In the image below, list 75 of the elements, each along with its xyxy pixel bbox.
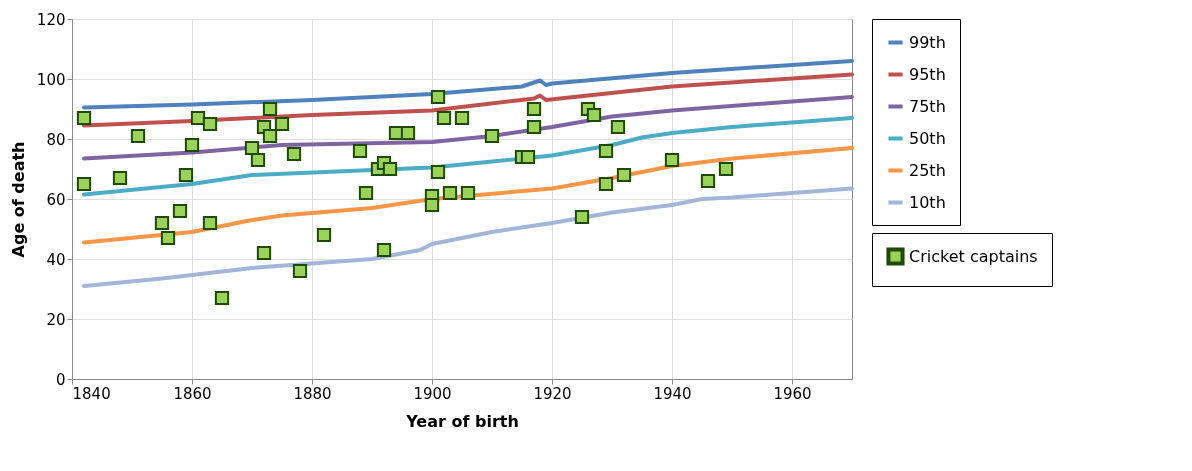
point (76, 176, 92, 192)
point (202, 116, 218, 132)
point (256, 245, 272, 261)
point (244, 140, 260, 156)
point (358, 185, 374, 201)
legend-label: 99th (909, 32, 946, 52)
point (598, 176, 614, 192)
point (184, 137, 200, 153)
legend-label: 75th (909, 96, 946, 116)
point (598, 143, 614, 159)
point (574, 209, 590, 225)
point (430, 89, 446, 105)
point (214, 290, 230, 306)
point (442, 185, 458, 201)
point (292, 263, 308, 279)
x-tick-label: 1900 (413, 384, 452, 403)
point (610, 119, 626, 135)
point (616, 167, 632, 183)
line-series (82, 186, 854, 288)
legend-label: 95th (909, 64, 946, 84)
y-tick-label: 100 (36, 70, 66, 89)
point (76, 110, 92, 126)
legend-label: 50th (909, 128, 946, 148)
point (424, 197, 440, 213)
point (112, 170, 128, 186)
point (160, 230, 176, 246)
legend-label: Cricket captains (909, 246, 1038, 266)
point (352, 143, 368, 159)
legend-label: 10th (909, 192, 946, 212)
point (154, 215, 170, 231)
line-series (82, 95, 854, 161)
y-tick-label: 40 (46, 250, 66, 269)
x-tick-label: 1840 (72, 384, 111, 403)
point (400, 125, 416, 141)
point (430, 164, 446, 180)
point (460, 185, 476, 201)
line-series (82, 59, 854, 110)
point (484, 128, 500, 144)
point (586, 107, 602, 123)
x-tick-label: 1860 (173, 384, 212, 403)
x-axis-title: Year of birth (405, 411, 519, 431)
y-tick-label: 80 (46, 130, 66, 149)
x-tick-label: 1880 (293, 384, 332, 403)
point (520, 149, 536, 165)
point (130, 128, 146, 144)
point (274, 116, 290, 132)
point (436, 110, 452, 126)
point (286, 146, 302, 162)
line-series (82, 146, 854, 245)
point (172, 203, 188, 219)
point (316, 227, 332, 243)
point (382, 161, 398, 177)
x-tick-label: 1940 (653, 384, 692, 403)
point (454, 110, 470, 126)
y-tick-label: 0 (55, 370, 66, 389)
point (664, 152, 680, 168)
point (376, 242, 392, 258)
point (178, 167, 194, 183)
point (718, 161, 734, 177)
line-series (82, 116, 854, 197)
y-tick-label: 60 (46, 190, 66, 209)
point (700, 173, 716, 189)
y-tick-label: 120 (36, 10, 66, 29)
point (202, 215, 218, 231)
x-tick-label: 1920 (533, 384, 572, 403)
y-tick-label: 20 (46, 310, 66, 329)
point (262, 128, 278, 144)
point (250, 152, 266, 168)
x-tick-label: 1960 (773, 384, 812, 403)
point (190, 110, 206, 126)
point (526, 101, 542, 117)
point (526, 119, 542, 135)
legend-label: 25th (909, 160, 946, 180)
y-axis-title: Age of death (8, 141, 28, 258)
point (262, 101, 278, 117)
